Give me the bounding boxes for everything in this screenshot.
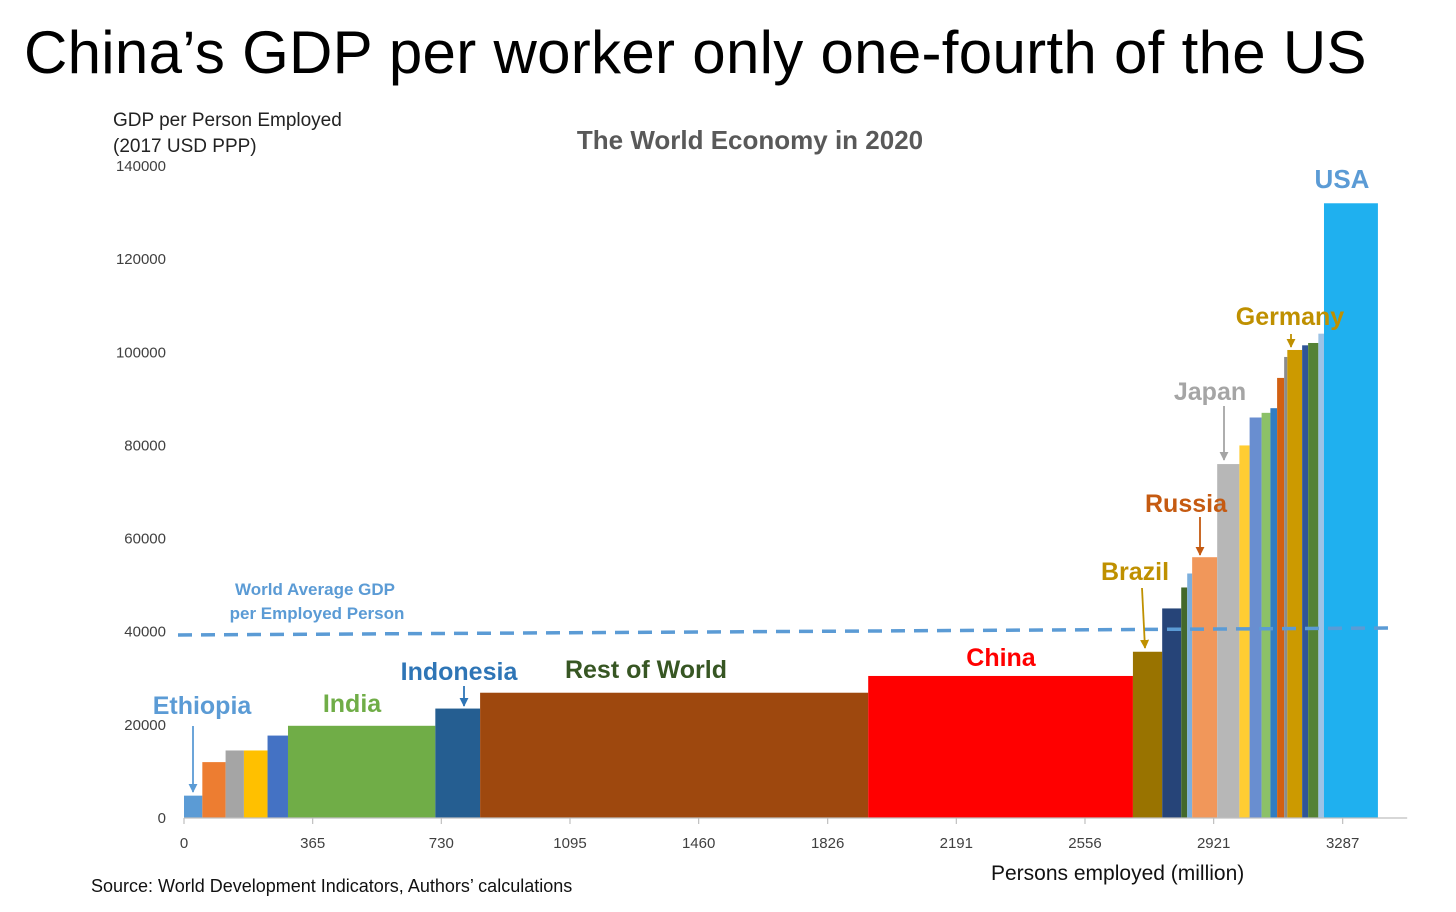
x-tick-label: 1095 (553, 835, 586, 852)
x-tick-label: 1826 (811, 835, 844, 852)
bar-19 (1277, 377, 1285, 818)
y-tick-label: 0 (158, 810, 166, 827)
bar-20 (1284, 356, 1288, 818)
bar-2 (225, 750, 244, 818)
bar-17 (1261, 412, 1271, 818)
x-tick-label: 2921 (1197, 835, 1230, 852)
x-axis-label: Persons employed (million) (991, 862, 1245, 885)
world-average-line (177, 626, 1393, 637)
y-tick-label: 80000 (124, 437, 166, 454)
world-average-label: per Employed Person (230, 604, 405, 623)
label-indonesia: Indonesia (401, 658, 519, 686)
bar-japan (1217, 464, 1240, 818)
bar-india (287, 725, 436, 818)
label-japan: Japan (1174, 378, 1246, 406)
y-tick-label: 100000 (116, 344, 166, 361)
y-axis-label-line-2: (2017 USD PPP) (113, 136, 257, 157)
bar-russia (1192, 557, 1218, 818)
label-rest-of-world: Rest of World (565, 656, 727, 684)
bar-china (868, 675, 1133, 818)
label-india: India (323, 690, 382, 718)
y-axis-label-line-1: GDP per Person Employed (113, 110, 342, 131)
bar-brazil (1132, 651, 1163, 818)
bar-rest-of-world (480, 692, 869, 818)
headline: China’s GDP per worker only one-fourth o… (24, 19, 1367, 86)
bar-10 (1162, 608, 1182, 818)
y-tick-label: 20000 (124, 717, 166, 734)
x-tick-label: 3287 (1326, 835, 1359, 852)
label-germany: Germany (1236, 303, 1344, 331)
x-tick-label: 0 (180, 835, 188, 852)
y-tick-label: 120000 (116, 251, 166, 268)
bar-24 (1318, 333, 1324, 818)
world-average-label: World Average GDP (235, 580, 395, 599)
label-china: China (966, 644, 1037, 672)
x-tick-label: 365 (300, 835, 325, 852)
x-tick-label: 2556 (1068, 835, 1101, 852)
y-tick-label: 40000 (124, 624, 166, 641)
y-tick-label: 140000 (116, 158, 166, 175)
y-tick-label: 60000 (124, 531, 166, 548)
bar-23 (1308, 342, 1319, 818)
label-russia: Russia (1145, 490, 1228, 518)
bar-germany (1287, 349, 1303, 818)
chart-title: The World Economy in 2020 (576, 125, 924, 155)
bar-22 (1302, 345, 1309, 818)
bar-ethiopia (184, 795, 203, 818)
arrow-brazil (1140, 587, 1150, 649)
source-note: Source: World Development Indicators, Au… (91, 876, 573, 896)
label-brazil: Brazil (1101, 558, 1169, 586)
bar-4 (267, 735, 288, 818)
bar-indonesia (435, 708, 481, 818)
bar-12 (1187, 573, 1193, 818)
bar-3 (243, 750, 268, 818)
label-ethiopia: Ethiopia (153, 692, 253, 720)
bar-1 (202, 762, 226, 818)
bar-16 (1249, 417, 1262, 818)
x-tick-label: 730 (429, 835, 454, 852)
bar-18 (1270, 408, 1278, 818)
bar-usa (1323, 203, 1378, 818)
bar-11 (1181, 587, 1188, 818)
x-tick-label: 1460 (682, 835, 715, 852)
y-axis-label: GDP per Person Employed (2017 USD PPP) (113, 108, 342, 160)
bar-15 (1239, 445, 1250, 818)
x-tick-label: 2191 (940, 835, 973, 852)
label-usa: USA (1315, 164, 1370, 194)
